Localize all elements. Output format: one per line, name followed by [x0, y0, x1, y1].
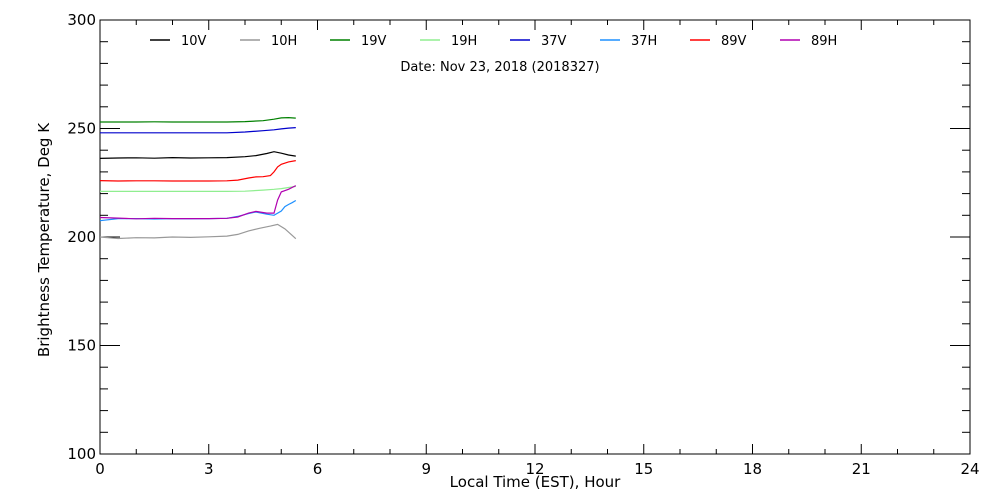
legend: 10V 10H 19V 19H 37V 37H 89V 89H: [150, 34, 837, 49]
legend-label-37h: 37H: [631, 34, 657, 49]
legend-label-10h: 10H: [271, 34, 297, 49]
series-line-19h: [100, 185, 296, 192]
axis-ticks: [99, 19, 971, 455]
legend-label-89h: 89H: [811, 34, 837, 49]
x-axis-title: Local Time (EST), Hour: [450, 473, 621, 491]
y-tick-label: 300: [67, 11, 96, 29]
series-line-37v: [100, 127, 296, 134]
y-tick-label: 250: [67, 120, 96, 138]
chart-date-title: Date: Nov 23, 2018 (2018327): [400, 60, 599, 75]
legend-label-19v: 19V: [361, 34, 387, 49]
x-tick-label: 15: [634, 460, 653, 478]
legend-label-19h: 19H: [451, 34, 477, 49]
series-lines: [99, 116, 297, 240]
x-tick-label: 3: [204, 460, 214, 478]
series-line-19v: [100, 116, 296, 123]
x-tick-label: 6: [313, 460, 323, 478]
x-tick-label: 18: [743, 460, 762, 478]
legend-label-10v: 10V: [181, 34, 207, 49]
y-tick-label: 100: [67, 445, 96, 463]
series-line-10h: [99, 223, 297, 240]
x-tick-label: 9: [421, 460, 431, 478]
series-line-37h: [99, 199, 297, 222]
series-line-89h: [99, 185, 297, 220]
series-line-89v: [99, 160, 296, 182]
legend-label-89v: 89V: [721, 34, 747, 49]
x-tick-label: 21: [852, 460, 871, 478]
x-tick-label: 12: [525, 460, 544, 478]
series-line-10v: [99, 151, 296, 159]
y-tick-label: 150: [67, 337, 96, 355]
x-tick-label: 24: [960, 460, 979, 478]
y-tick-labels: 100 150 200 250 300: [67, 11, 96, 463]
y-axis-title: Brightness Temperature, Deg K: [35, 122, 53, 357]
y-tick-label: 200: [67, 228, 96, 246]
legend-label-37v: 37V: [541, 34, 567, 49]
x-tick-label: 0: [95, 460, 105, 478]
plot-frame: [99, 19, 971, 455]
x-tick-labels: 0 3 6 9 12 15 18 21 24: [95, 460, 979, 478]
